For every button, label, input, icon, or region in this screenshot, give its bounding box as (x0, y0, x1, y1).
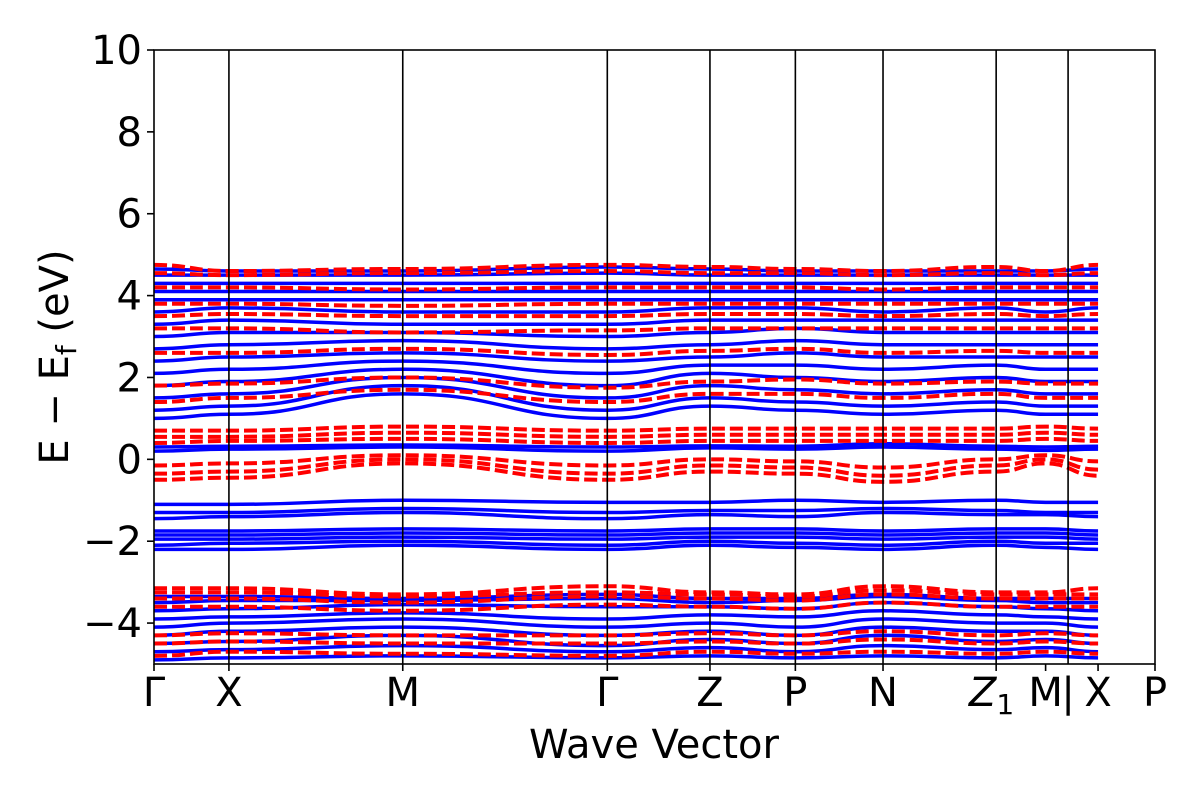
x-axis-label: Wave Vector (529, 722, 780, 768)
dashed-band-21 (154, 262, 1099, 274)
high-symmetry-lines (228, 50, 1069, 664)
plot-frame (153, 49, 1156, 665)
x-tick-label: P (783, 670, 807, 716)
y-tick-label: −2 (83, 519, 142, 565)
x-tick-label: M (1028, 670, 1063, 716)
dashed-band-0 (154, 649, 1099, 658)
y-axis-ticks: −4 −2 0 2 4 6 8 10 (83, 28, 154, 647)
dashed-band-8 (154, 457, 1099, 478)
solid-band-12 (154, 531, 1099, 537)
x-tick-label: Z1 (968, 670, 1014, 721)
x-tick-label-main: Z (968, 670, 998, 716)
y-tick-label: 6 (117, 192, 142, 238)
y-tick-label: 10 (91, 28, 142, 74)
y-tick-label: 2 (117, 355, 142, 401)
y-tick-label: −4 (83, 601, 142, 647)
x-tick-label: | (1061, 670, 1074, 716)
x-tick-label: Γ (596, 670, 619, 716)
dashed-band-9 (154, 453, 1099, 470)
y-tick-label: 0 (117, 437, 142, 483)
solid-band-11 (154, 535, 1099, 541)
x-tick-label: Z (696, 670, 723, 716)
y-tick-label: 4 (117, 274, 142, 320)
x-tick-label: P (1143, 670, 1167, 716)
dashed-band-13 (154, 387, 1099, 405)
y-axis-label-sub: f (50, 344, 83, 355)
y-tick-label: 8 (117, 110, 142, 156)
y-axis-label-unit: (eV) (32, 249, 78, 345)
x-tick-label: Γ (143, 670, 166, 716)
solid-band-13 (154, 527, 1099, 533)
y-axis-label-main: E − E (32, 355, 78, 465)
x-axis-ticks: Γ X M Γ Z P N Z1 M| X P (143, 664, 1167, 721)
y-axis-label: E − Ef (eV) (32, 249, 83, 464)
x-tick-label: X (1084, 670, 1111, 716)
x-tick-label-sub: 1 (996, 688, 1014, 721)
x-tick-label: M (385, 670, 420, 716)
x-tick-label: N (868, 670, 898, 716)
x-tick-label: X (215, 670, 242, 716)
